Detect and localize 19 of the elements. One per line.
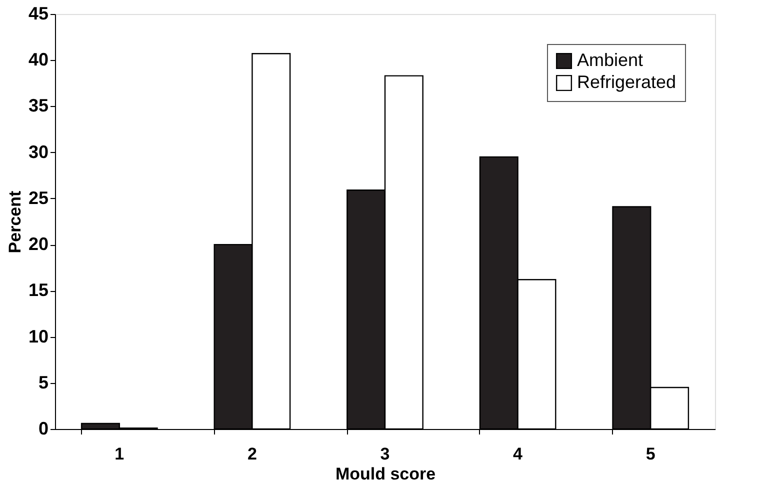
legend-label: Ambient [577,50,644,70]
legend-label: Refrigerated [577,72,676,92]
y-tick-label: 15 [28,280,48,300]
x-tick-label: 5 [646,444,656,464]
y-tick-label: 35 [28,96,48,116]
y-tick-label: 45 [28,4,48,24]
y-tick-label: 25 [28,188,48,208]
y-tick-label: 20 [28,234,48,254]
x-axis-title: Mould score [335,464,436,484]
x-tick-label: 1 [114,444,124,464]
y-tick-label: 30 [28,142,48,162]
y-tick-label: 5 [38,372,48,392]
x-tick-label: 4 [513,444,524,464]
y-tick-label: 10 [28,326,48,346]
y-tick-label: 0 [38,418,48,438]
x-tick-label: 3 [380,444,390,464]
x-tick-label: 2 [247,444,257,464]
y-axis-title: Percent [5,190,24,254]
y-tick-label: 40 [28,50,48,70]
